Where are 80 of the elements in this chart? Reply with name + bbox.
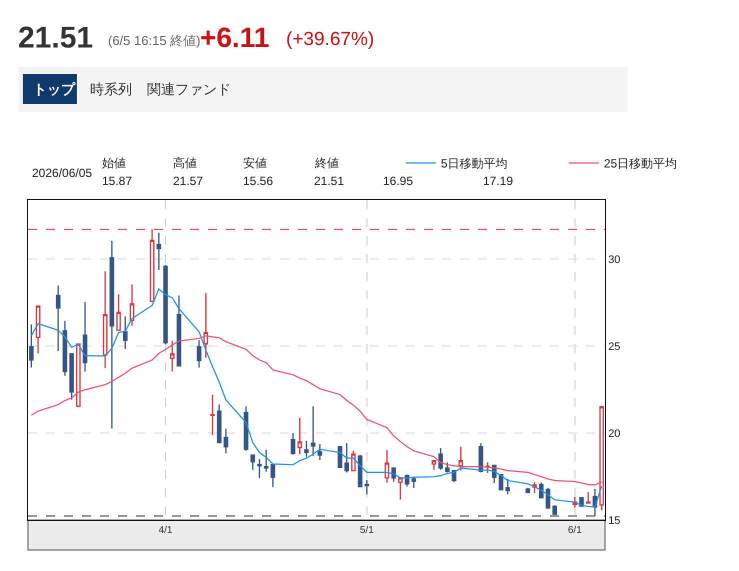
text: 安値 bbox=[243, 156, 267, 170]
candlestick bbox=[264, 449, 268, 472]
line-series bbox=[30, 335, 602, 486]
candlestick bbox=[599, 405, 604, 511]
text: (6/5 16:15 終値) bbox=[108, 33, 200, 48]
candlestick bbox=[196, 340, 202, 368]
candlestick bbox=[102, 270, 108, 369]
text: 高値 bbox=[173, 156, 197, 170]
candlestick bbox=[310, 406, 316, 456]
candlestick bbox=[358, 454, 362, 488]
candlestick bbox=[438, 448, 443, 470]
text: 時系列 bbox=[90, 81, 132, 97]
candlestick bbox=[338, 446, 342, 468]
text: 21.57 bbox=[173, 174, 204, 188]
candlestick bbox=[56, 284, 60, 352]
text: 21.51 bbox=[18, 22, 94, 54]
candlestick bbox=[478, 442, 484, 473]
text: 始値 bbox=[102, 156, 126, 170]
candlestick bbox=[116, 294, 121, 331]
x-tick-label: 5/1 bbox=[360, 525, 374, 536]
candlestick bbox=[290, 432, 296, 456]
candlestick bbox=[82, 301, 88, 372]
candlestick bbox=[69, 353, 74, 400]
text: 17.19 bbox=[483, 174, 514, 188]
candlestick bbox=[76, 343, 81, 408]
candlestick bbox=[244, 406, 248, 452]
candlestick bbox=[586, 492, 591, 504]
candlestick bbox=[297, 417, 302, 455]
candlestick bbox=[351, 450, 356, 472]
text: 15.56 bbox=[243, 174, 274, 188]
candlestick bbox=[411, 476, 416, 488]
candlestick bbox=[204, 292, 208, 358]
y-tick-label: 20 bbox=[608, 428, 620, 440]
candlestick bbox=[210, 394, 215, 436]
y-tick-label: 15 bbox=[608, 514, 620, 527]
text: 終値 bbox=[314, 156, 339, 170]
candlestick bbox=[170, 340, 175, 372]
candlestick bbox=[122, 316, 128, 350]
candlestick bbox=[29, 324, 34, 368]
legend-label: 5日移動平均 bbox=[440, 156, 508, 171]
text: 15.87 bbox=[102, 174, 132, 188]
legend-label: 25日移動平均 bbox=[604, 156, 678, 171]
candlestick bbox=[304, 440, 309, 458]
candlestick bbox=[344, 442, 349, 473]
text: 2026/06/05 bbox=[32, 166, 92, 180]
candlestick bbox=[445, 462, 450, 473]
line-series bbox=[30, 288, 602, 508]
candlestick bbox=[156, 232, 162, 271]
x-tick-label: 6/1 bbox=[568, 525, 582, 536]
text: +6.11 bbox=[200, 22, 270, 53]
candlestick bbox=[505, 478, 510, 496]
text: 16.95 bbox=[383, 174, 414, 188]
candlestick bbox=[526, 487, 530, 494]
y-tick-label: 30 bbox=[608, 254, 620, 266]
candlestick bbox=[364, 479, 370, 496]
candlestick bbox=[318, 444, 322, 461]
candlestick bbox=[62, 320, 68, 376]
candlestick bbox=[398, 477, 403, 500]
candlestick bbox=[250, 454, 256, 470]
candlestick bbox=[36, 305, 40, 354]
candlestick bbox=[498, 474, 504, 490]
candlestick bbox=[176, 294, 182, 367]
candlestick bbox=[552, 504, 557, 515]
candlestick bbox=[384, 449, 390, 484]
chart-title: 21.51 bbox=[314, 174, 344, 188]
text: 関連ファンド bbox=[147, 81, 231, 97]
text: (+39.67%) bbox=[286, 29, 374, 50]
candlestick bbox=[224, 428, 228, 454]
x-tick-label: 4/1 bbox=[158, 525, 173, 536]
candlestick bbox=[163, 264, 168, 345]
candlestick bbox=[458, 446, 464, 472]
candlestick bbox=[216, 404, 222, 444]
candlestick bbox=[270, 464, 276, 488]
candlestick bbox=[257, 458, 262, 479]
candlestick bbox=[546, 487, 550, 510]
text: トップ bbox=[33, 81, 76, 97]
candlestick bbox=[110, 240, 114, 429]
candlestick bbox=[130, 284, 134, 327]
y-tick-label: 25 bbox=[608, 340, 620, 353]
candlestick bbox=[432, 460, 436, 470]
